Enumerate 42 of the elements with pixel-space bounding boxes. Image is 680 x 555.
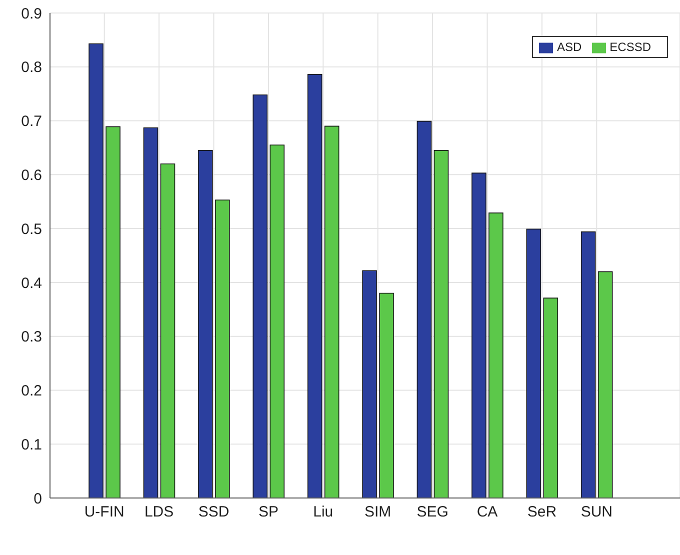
x-tick-label: SIM: [364, 504, 392, 521]
y-tick-label: 0.1: [21, 436, 42, 454]
bar: [543, 298, 558, 498]
legend-label: ASD: [556, 40, 582, 54]
x-tick-label: SEG: [416, 504, 448, 521]
bar: [88, 43, 104, 498]
bar: [215, 200, 230, 498]
bar: [160, 163, 176, 498]
y-tick-label: 0.4: [21, 274, 42, 292]
x-tick-label: U-FIN: [84, 504, 124, 521]
bar: [472, 172, 486, 498]
x-tick-label: SUN: [580, 504, 612, 521]
bar: [598, 271, 613, 498]
bar: [307, 74, 322, 498]
y-tick-label: 0.2: [21, 382, 42, 400]
x-tick-label: CA: [476, 504, 498, 521]
bar: [362, 270, 377, 498]
legend-label: ECSSD: [610, 40, 651, 54]
x-tick-label: Liu: [313, 504, 334, 521]
y-tick-label: 0.7: [21, 113, 42, 130]
x-tick-label: SP: [258, 504, 278, 521]
bar: [106, 126, 120, 498]
bar: [198, 150, 213, 498]
bar: [416, 120, 432, 498]
bar: [252, 94, 268, 498]
y-tick-label: 0.9: [21, 5, 42, 22]
x-tick-label: LDS: [144, 504, 174, 521]
bar: [434, 150, 449, 498]
bar: [526, 228, 542, 498]
x-tick-label: SeR: [527, 504, 557, 521]
bar: [488, 212, 504, 498]
bar: [324, 126, 340, 498]
bar: [580, 231, 596, 498]
bar: [143, 127, 158, 498]
y-tick-label: 0.5: [21, 220, 42, 238]
bar: [270, 144, 285, 498]
y-tick-label: 0.8: [21, 59, 42, 76]
y-tick-label: 0: [34, 490, 42, 508]
y-tick-label: 0.3: [21, 328, 42, 346]
y-tick-label: 0.6: [21, 166, 42, 184]
x-tick-label: SSD: [198, 504, 230, 521]
bar: [379, 292, 394, 498]
